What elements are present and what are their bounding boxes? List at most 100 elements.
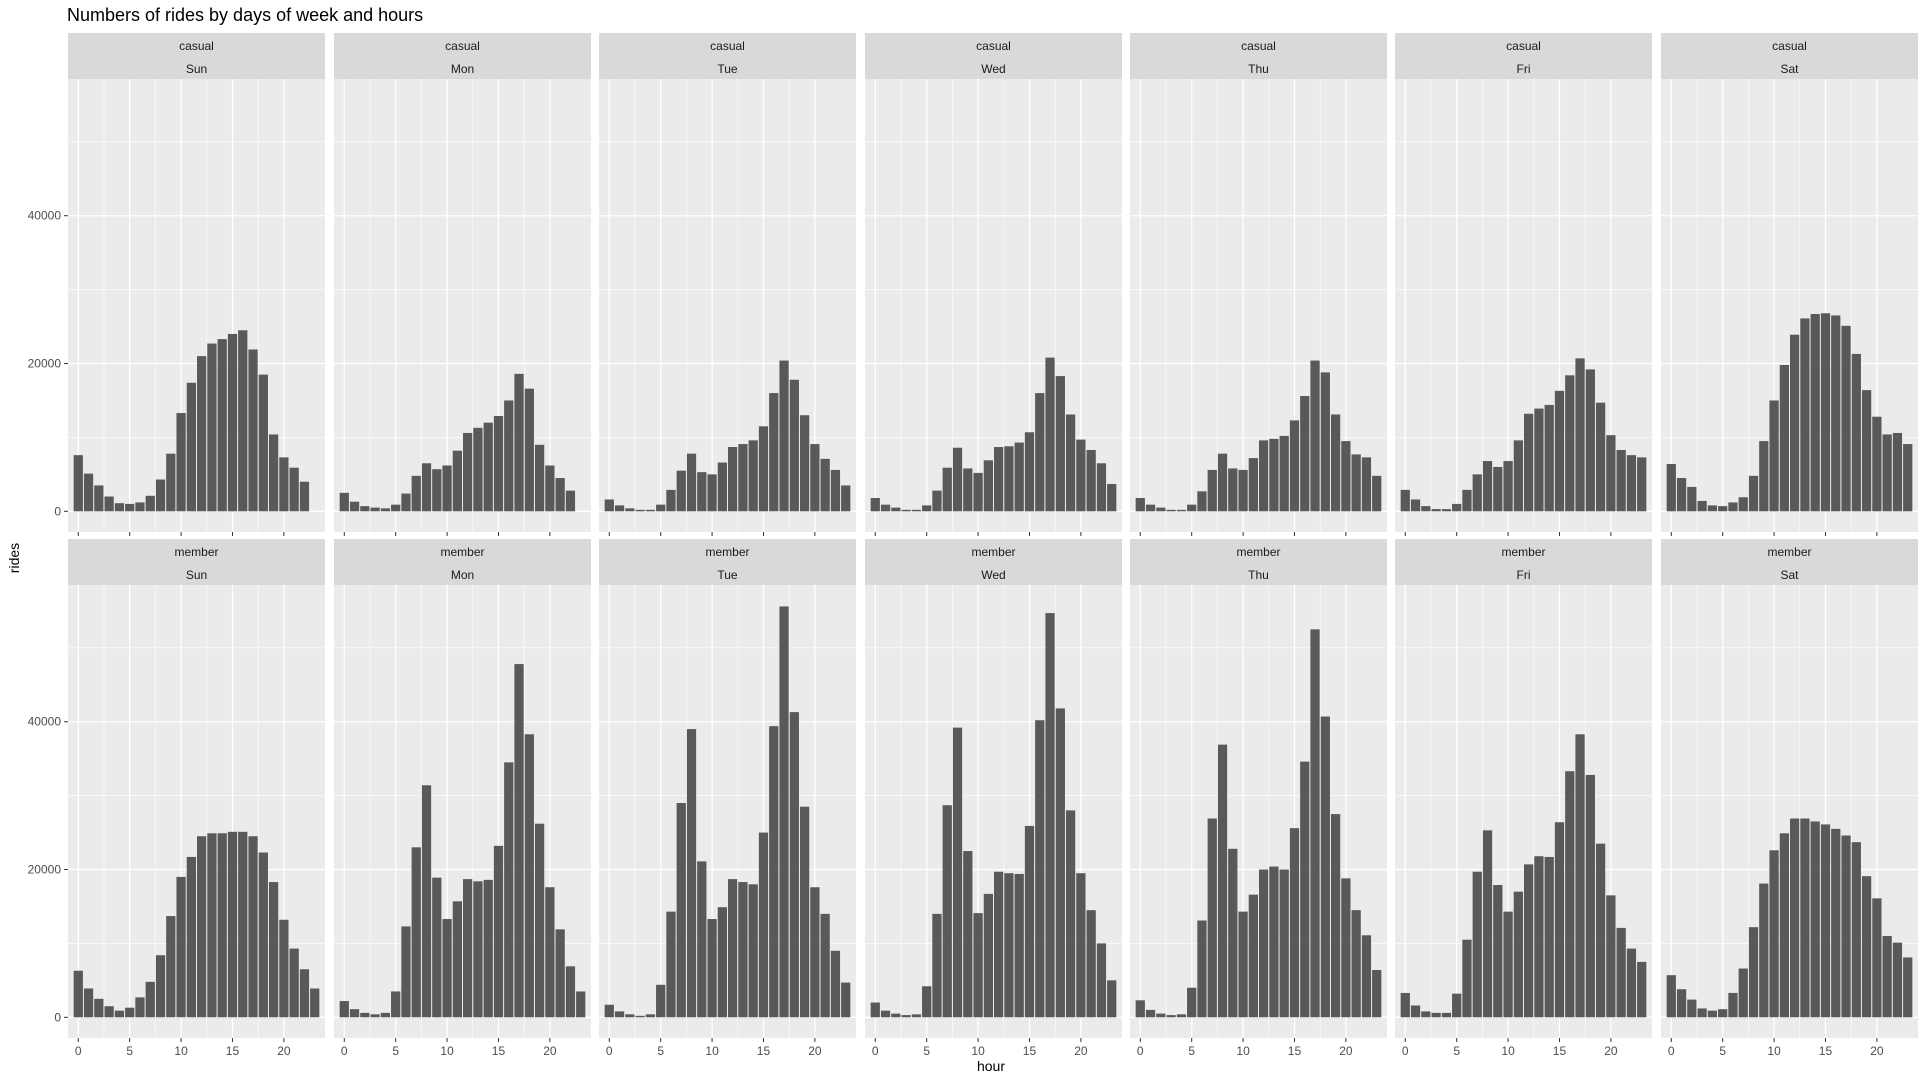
panel-casual-sat: casualSat05101520 [1661,33,1918,552]
bar-hour-2 [1687,999,1697,1018]
bar-hour-20 [1076,439,1086,512]
bar-hour-22 [830,469,841,512]
bar-hour-23 [1372,475,1382,512]
bar-hour-7 [942,805,952,1018]
bar-hour-15 [1024,825,1035,1018]
bar-hour-8 [686,453,697,512]
facet-strip [1130,33,1387,79]
bar-hour-12 [197,356,207,512]
bar-hour-3 [901,509,911,512]
x-tick-label: 20 [808,1044,822,1058]
bar-hour-9 [1759,441,1769,512]
bar-hour-6 [1462,489,1472,512]
strip-label-day: Sun [186,568,207,582]
bar-hour-4 [1176,1014,1187,1018]
strip-label-day: Sat [1780,568,1799,582]
bar-hour-4 [911,509,922,512]
bar-hour-6 [666,489,676,512]
bar-hour-14 [217,339,227,512]
bar-hour-8 [155,479,166,512]
bar-hour-2 [94,998,104,1018]
strip-label-group: casual [445,39,480,53]
bar-hour-22 [1096,463,1107,512]
bar-hour-16 [1300,761,1310,1018]
bar-hour-1 [614,505,625,512]
bar-hour-8 [421,785,432,1018]
x-tick-label: 10 [971,1044,985,1058]
bar-hour-23 [841,982,851,1018]
bar-hour-3 [1697,1008,1707,1018]
x-tick-label: 10 [705,1044,719,1058]
bar-hour-11 [1248,894,1258,1018]
x-tick-label: 0 [872,1044,879,1058]
bar-hour-16 [1565,375,1575,512]
bar-hour-23 [1903,957,1913,1018]
bar-hour-21 [1086,910,1096,1018]
bar-hour-11 [452,901,462,1018]
bar-hour-12 [1524,413,1534,512]
bar-hour-16 [238,831,248,1018]
x-tick-label: 20 [1074,1044,1088,1058]
bar-hour-18 [789,379,799,512]
x-tick-label: 5 [657,1044,664,1058]
x-tick-label: 15 [1553,1044,1567,1058]
bar-hour-7 [145,495,155,512]
bar-hour-10 [176,876,186,1018]
bar-hour-14 [1014,873,1024,1018]
facet-strip [1395,33,1652,79]
bar-hour-20 [1872,898,1882,1018]
strip-label-group: member [1501,545,1545,559]
bar-hour-16 [1300,396,1310,512]
bar-hour-19 [268,882,279,1018]
bar-hour-8 [155,955,166,1018]
bar-hour-5 [125,1007,135,1018]
bar-hour-15 [227,333,238,512]
bar-hour-17 [1841,835,1851,1018]
bar-hour-9 [1759,883,1769,1018]
strip-label-day: Mon [451,62,474,76]
bar-hour-22 [1626,455,1637,512]
strip-label-day: Sat [1780,62,1799,76]
bar-hour-15 [758,832,769,1018]
bar-hour-15 [493,845,504,1018]
bar-hour-3 [901,1015,911,1018]
bar-hour-5 [1452,503,1462,512]
bar-hour-0 [73,455,83,512]
x-tick-label: 20 [1339,1044,1353,1058]
bar-hour-22 [1626,948,1637,1018]
bar-hour-3 [1431,509,1441,512]
x-tick-label: 20 [543,1044,557,1058]
bar-hour-20 [810,444,820,512]
bar-hour-1 [1145,1009,1156,1018]
bar-hour-7 [676,470,686,512]
bar-hour-2 [94,485,104,512]
bar-hour-20 [279,919,289,1018]
panel-member-wed: member Wed 0 5 10 15 20 [865,539,1122,1058]
bar-hour-6 [1197,491,1207,512]
y-tick-label: 20000 [28,357,62,371]
bar-hour-7 [145,981,155,1018]
bar-hour-17 [248,836,258,1018]
bar-hour-13 [738,882,748,1018]
bar-hour-3 [635,509,645,512]
bar-hour-9 [1493,466,1503,512]
bar-hour-17 [779,606,789,1018]
bar-hour-14 [483,422,493,512]
bar-hour-12 [1790,818,1800,1018]
bar-hour-20 [810,887,820,1018]
bar-hour-17 [1045,613,1055,1018]
strip-label-day: Fri [1517,568,1531,582]
y-tick-label: 40000 [28,715,62,729]
bar-hour-1 [614,1011,625,1018]
bar-hour-21 [1882,936,1892,1018]
strip-label-group: casual [976,39,1011,53]
bar-hour-9 [1228,468,1238,512]
bar-hour-9 [697,861,707,1018]
bar-hour-5 [391,504,401,512]
facet-strip [334,33,591,79]
bar-hour-8 [1748,927,1759,1018]
bar-hour-0 [1666,464,1676,512]
bar-hour-14 [483,879,493,1018]
bar-hour-15 [1554,390,1565,512]
x-tick-label: 10 [174,1044,188,1058]
